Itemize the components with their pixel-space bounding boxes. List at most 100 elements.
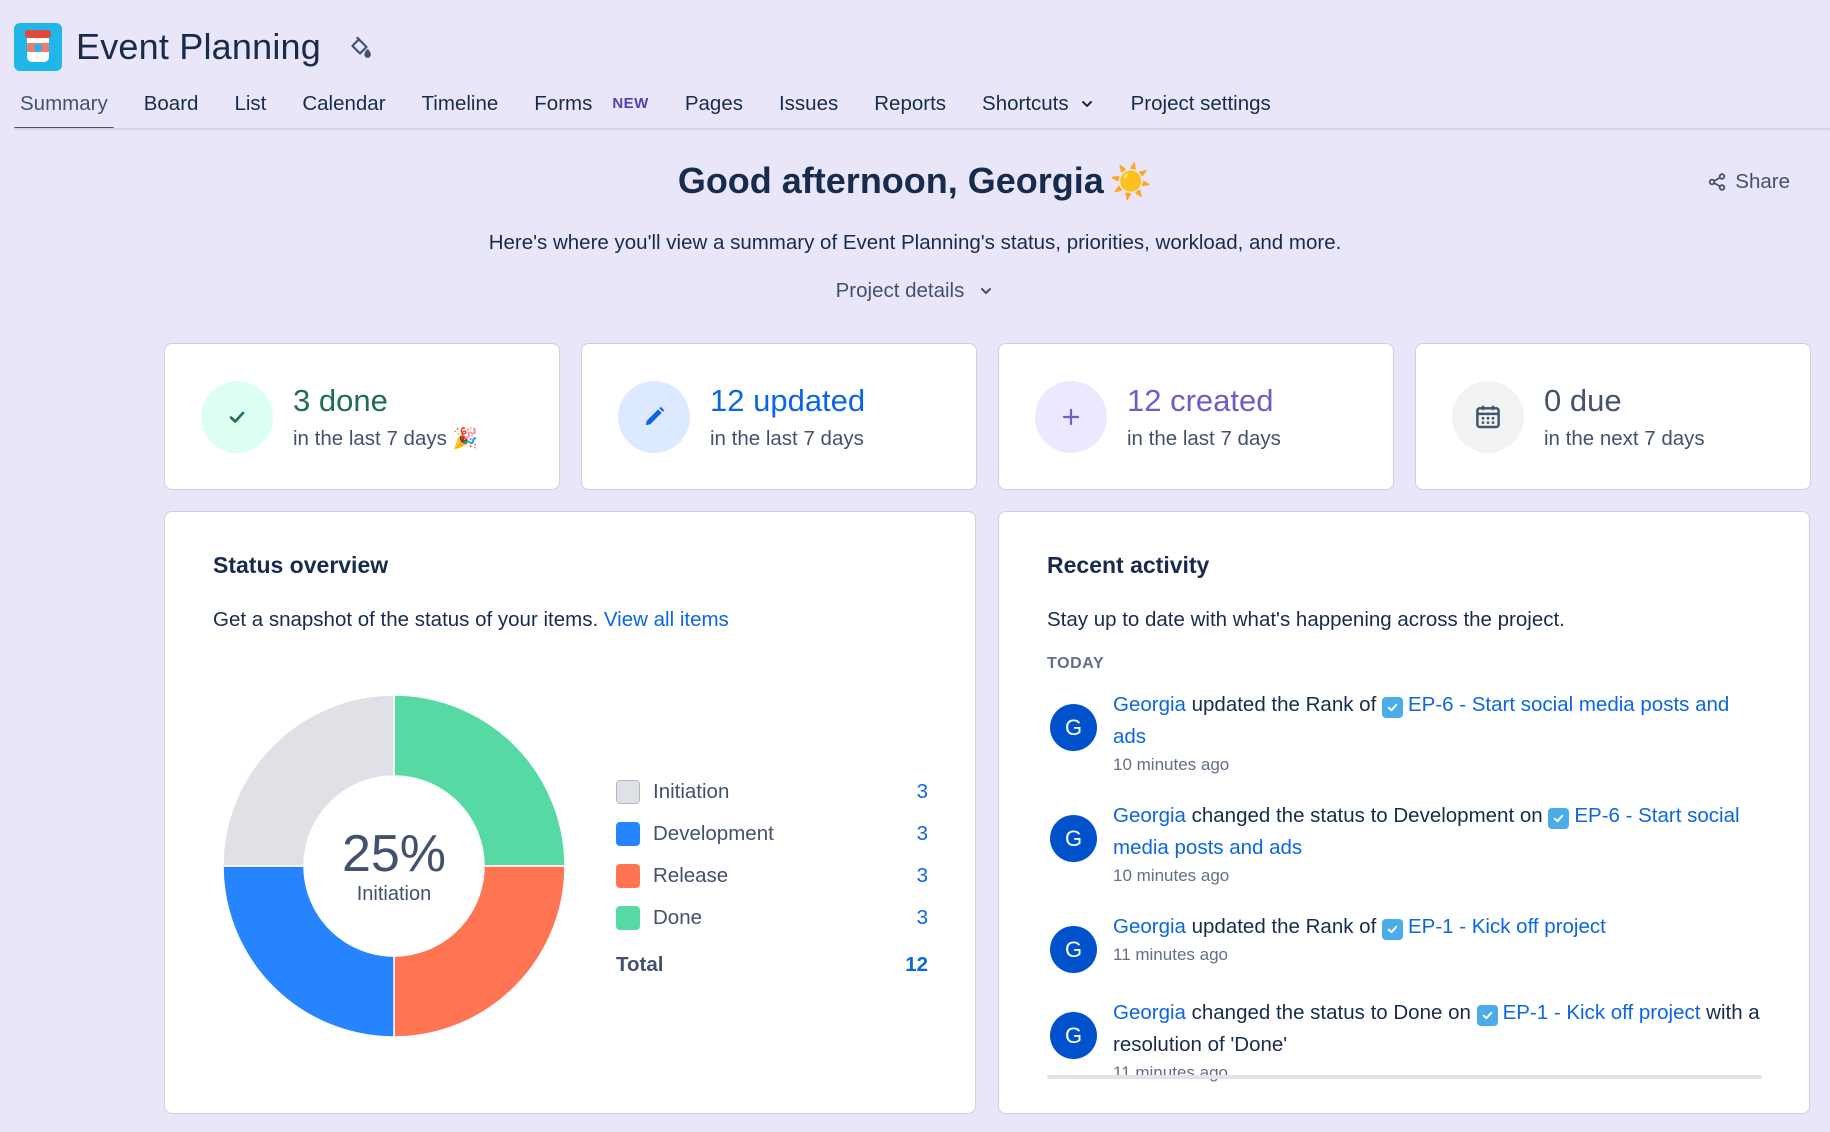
legend-label: Development: [653, 822, 774, 845]
tab-forms[interactable]: Forms NEW: [528, 84, 655, 130]
legend-item-release[interactable]: Release 3: [616, 855, 928, 897]
project-header: Event Planning: [14, 22, 375, 72]
activity-feed[interactable]: G Georgia updated the Rank of EP-6 - Sta…: [1047, 689, 1767, 1084]
tab-label: Summary: [20, 92, 108, 115]
legend-item-initiation[interactable]: Initiation 3: [616, 771, 928, 813]
sun-icon: ☀️: [1109, 163, 1153, 201]
user-link[interactable]: Georgia: [1113, 1001, 1186, 1024]
project-details-toggle[interactable]: Project details: [0, 279, 1830, 303]
view-all-items-link[interactable]: View all items: [603, 608, 729, 631]
tab-board[interactable]: Board: [138, 84, 205, 130]
panel-description: Get a snapshot of the status of your ite…: [213, 608, 729, 632]
stat-value: 12 created: [1127, 382, 1274, 418]
issue-link[interactable]: EP-1 - Kick off project: [1502, 1001, 1701, 1024]
legend-count[interactable]: 3: [916, 822, 928, 845]
stat-subtext: in the last 7 days: [710, 426, 864, 450]
tab-shortcuts[interactable]: Shortcuts: [976, 84, 1101, 130]
calendar-icon: [1452, 380, 1524, 453]
activity-text: Georgia changed the status to Done on EP…: [1113, 997, 1767, 1061]
summary-subtitle: Here's where you'll view a summary of Ev…: [488, 231, 1342, 254]
activity-timestamp: 10 minutes ago: [1113, 866, 1230, 885]
avatar[interactable]: G: [1050, 1012, 1097, 1059]
tab-reports[interactable]: Reports: [868, 84, 952, 130]
legend-item-done[interactable]: Done 3: [616, 897, 928, 939]
tab-list[interactable]: List: [228, 84, 272, 130]
tab-divider: [14, 128, 1830, 130]
status-donut-chart[interactable]: [223, 695, 565, 1037]
project-title: Event Planning: [76, 26, 321, 67]
coffee-cup-icon[interactable]: [14, 23, 62, 71]
pencil-icon: [618, 380, 690, 453]
stat-card-due[interactable]: 0 due in the next 7 days: [1415, 343, 1811, 490]
description-text: Get a snapshot of the status of your ite…: [213, 608, 599, 631]
check-icon: [201, 380, 273, 453]
donut-slice-done[interactable]: [393, 695, 565, 867]
activity-item: G Georgia changed the status to Done on …: [1047, 997, 1767, 1084]
legend-label: Release: [653, 864, 729, 887]
activity-text: Georgia changed the status to Developmen…: [1113, 800, 1767, 864]
new-lozenge: NEW: [612, 95, 649, 112]
share-icon: [1709, 173, 1726, 191]
task-checkbox-icon: [1476, 1005, 1498, 1026]
issue-link[interactable]: EP-1 - Kick off project: [1407, 915, 1606, 938]
tab-issues[interactable]: Issues: [773, 84, 844, 130]
status-legend: Initiation 3 Development 3 Release 3 Don…: [616, 771, 928, 987]
total-label: Total: [616, 953, 664, 976]
panel-title: Recent activity: [1047, 552, 1210, 578]
donut-slice-initiation[interactable]: [223, 695, 395, 867]
legend-count[interactable]: 3: [916, 780, 928, 803]
legend-item-development[interactable]: Development 3: [616, 813, 928, 855]
legend-count[interactable]: 3: [916, 864, 928, 887]
tab-project-settings[interactable]: Project settings: [1125, 84, 1277, 130]
plus-icon: [1035, 380, 1107, 453]
avatar[interactable]: G: [1050, 926, 1097, 973]
status-overview-panel: Status overview Get a snapshot of the st…: [164, 511, 976, 1114]
tab-label: Project settings: [1130, 92, 1271, 115]
tab-label: Calendar: [302, 92, 386, 115]
avatar[interactable]: G: [1050, 704, 1097, 751]
avatar[interactable]: G: [1050, 815, 1097, 862]
activity-action: changed the status to Done on: [1185, 1001, 1477, 1024]
activity-timestamp: 11 minutes ago: [1113, 1063, 1228, 1082]
tab-label: Forms: [534, 92, 593, 115]
stat-card-updated[interactable]: 12 updated in the last 7 days: [581, 343, 977, 490]
total-count[interactable]: 12: [905, 953, 928, 976]
legend-swatch: [616, 780, 640, 804]
activity-action: changed the status to Development on: [1185, 804, 1549, 827]
activity-timestamp: 11 minutes ago: [1113, 945, 1228, 964]
activity-group-label: TODAY: [1047, 655, 1105, 672]
tab-timeline[interactable]: Timeline: [416, 84, 505, 130]
legend-swatch: [616, 822, 640, 846]
stat-value: 3 done: [293, 382, 388, 418]
share-label: Share: [1735, 170, 1790, 193]
user-link[interactable]: Georgia: [1113, 693, 1186, 716]
donut-center: 25% Initiation: [223, 695, 565, 1037]
user-link[interactable]: Georgia: [1113, 804, 1186, 827]
tab-label: Timeline: [421, 92, 499, 115]
issue-link[interactable]: EP-6 - Start social media posts and ads: [1113, 693, 1730, 748]
activity-suffix: with a resolution of 'Done': [1113, 1001, 1760, 1056]
scrollbar[interactable]: [1047, 1075, 1762, 1079]
legend-count[interactable]: 3: [916, 906, 928, 929]
user-link[interactable]: Georgia: [1113, 915, 1186, 938]
recent-activity-panel: Recent activity Stay up to date with wha…: [998, 511, 1810, 1114]
greeting-text: Good afternoon, Georgia: [677, 160, 1104, 201]
tab-summary[interactable]: Summary: [14, 84, 114, 130]
issue-link[interactable]: EP-6 - Start social media posts and ads: [1113, 804, 1740, 859]
stat-card-created[interactable]: 12 created in the last 7 days: [998, 343, 1394, 490]
legend-label: Initiation: [653, 780, 730, 803]
tab-calendar[interactable]: Calendar: [296, 84, 391, 130]
tab-pages[interactable]: Pages: [679, 84, 749, 130]
activity-timestamp: 10 minutes ago: [1113, 755, 1230, 774]
stat-subtext: in the next 7 days: [1544, 426, 1705, 450]
stat-value: 12 updated: [710, 382, 866, 418]
share-button[interactable]: Share: [1707, 170, 1790, 194]
donut-slice-release[interactable]: [393, 865, 565, 1037]
paint-bucket-icon[interactable]: [345, 32, 375, 62]
greeting-heading: Good afternoon, Georgia ☀️: [0, 160, 1830, 202]
activity-item: G Georgia updated the Rank of EP-6 - Sta…: [1047, 689, 1767, 800]
stat-card-done[interactable]: 3 done in the last 7 days 🎉: [164, 343, 560, 490]
activity-text: Georgia updated the Rank of EP-6 - Start…: [1113, 689, 1767, 753]
donut-slice-development[interactable]: [223, 865, 395, 1037]
donut-label: Initiation: [356, 882, 432, 905]
